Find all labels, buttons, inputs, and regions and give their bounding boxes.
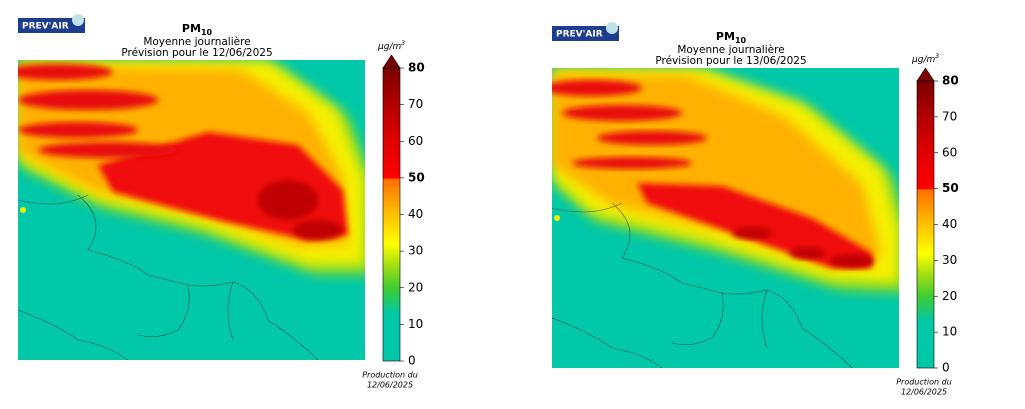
colorbar-tick-label: 30 [408,244,423,258]
logo: PREV'AIR [556,30,603,40]
coastline [552,202,853,368]
unit: µg/m [377,42,401,52]
plume-red [637,183,872,268]
colorbar [382,67,401,362]
colorbar-tick-label: 0 [408,354,416,368]
production-date: 12/06/2025 [901,388,947,397]
colorbar-tick-label: 60 [408,134,423,148]
plume-streak [572,157,692,169]
unit-sup: 3 [935,53,939,60]
colorbar-tick-label: 70 [942,109,957,123]
title-sub: 10 [201,28,213,37]
island [554,215,560,221]
subtitle: Moyenne journalière [677,44,784,56]
colorbar-arrow [382,54,401,69]
colorbar-tick-label: 50 [408,170,425,184]
unit: µg/m [911,55,935,65]
colorbar-tick-label: 20 [408,280,423,294]
colorbar-tick-label: 30 [942,253,957,267]
plume-streak [18,122,138,138]
colorbar-arrow [916,67,935,82]
logo-globe [606,22,618,34]
logo-box [552,26,619,41]
colorbar-tick-label: 60 [942,145,957,159]
production: Production du [896,378,952,387]
plume-core [258,180,318,220]
production: Production du [362,371,418,380]
plume-core [732,227,772,239]
title: PM10 [716,30,747,45]
island [20,207,26,213]
logo-globe [72,14,84,26]
plume-streak [18,64,113,80]
title-main: PM [716,30,735,43]
forecast: Prévision pour le 12/06/2025 [121,47,272,59]
title: PM10 [182,22,213,37]
colorbar-tick-label: 40 [942,217,957,231]
colorbar-tick-label: 0 [942,361,950,375]
map [18,60,365,360]
plume-streak [597,131,707,145]
plume-streak [38,142,178,158]
plume-streak [18,90,158,110]
logo-box [18,18,85,33]
map [552,68,899,368]
colorbar-tick-label: 20 [942,289,957,303]
colorbar-tick-label: 10 [408,317,423,331]
plume-streak [552,80,642,96]
colorbar-tick-label: 80 [942,74,959,88]
colorbar-unit: µg/m3 [377,40,405,52]
subtitle: Moyenne journalière [143,36,250,48]
plume-core [830,254,874,268]
colorbar-tick-label: 40 [408,207,423,221]
plume-core [789,247,825,259]
colorbar [916,80,935,369]
coastline [18,194,319,360]
production-date: 12/06/2025 [367,381,413,390]
title-sub: 10 [735,36,747,45]
title-main: PM [182,22,201,35]
forecast: Prévision pour le 13/06/2025 [655,55,806,67]
logo: PREV'AIR [22,22,69,32]
colorbar-unit: µg/m3 [911,53,939,65]
plume-streak [562,105,682,121]
colorbar-tick-label: 10 [942,325,957,339]
unit-sup: 3 [401,40,405,47]
colorbar-tick-label: 70 [408,97,423,111]
colorbar-tick-label: 80 [408,61,425,75]
colorbar-tick-label: 50 [942,181,959,195]
plume-core [293,220,343,240]
